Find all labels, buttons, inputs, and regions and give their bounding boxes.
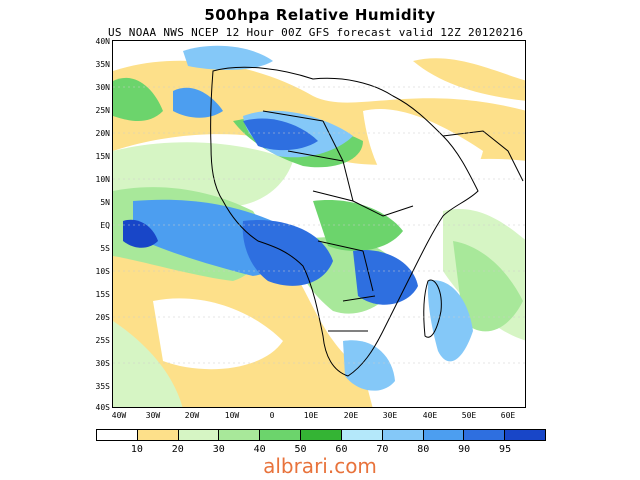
lat-label-eq: EQ bbox=[100, 221, 110, 230]
colorbar-box bbox=[382, 430, 424, 440]
colorbar-box bbox=[137, 430, 179, 440]
map-subtitle: US NOAA NWS NCEP 12 Hour 00Z GFS forecas… bbox=[108, 26, 524, 39]
colorbar-label: 60 bbox=[335, 444, 348, 455]
lon-label-60e: 60E bbox=[500, 411, 516, 420]
humidity-field bbox=[113, 45, 525, 407]
colorbar-label: 30 bbox=[212, 444, 225, 455]
lon-label-40e: 40E bbox=[422, 411, 438, 420]
colorbar-label: 20 bbox=[171, 444, 184, 455]
lat-label-5n: 5N bbox=[100, 198, 110, 207]
colorbar-label: 40 bbox=[253, 444, 266, 455]
colorbar-label: 95 bbox=[499, 444, 512, 455]
colorbar-box bbox=[260, 430, 302, 440]
colorbar-label: 10 bbox=[130, 444, 143, 455]
lon-label-50e: 50E bbox=[461, 411, 477, 420]
lat-label-25s: 25S bbox=[95, 336, 110, 345]
lon-label-10w: 10W bbox=[224, 411, 240, 420]
colorbar-box bbox=[301, 430, 342, 440]
lat-label-35s: 35S bbox=[95, 382, 110, 391]
lat-label-5s: 5S bbox=[100, 244, 110, 253]
lat-label-10s: 10S bbox=[95, 267, 110, 276]
colorbar-box bbox=[178, 430, 220, 440]
humidity-fill-areas bbox=[113, 45, 525, 407]
lon-label-30e: 30E bbox=[382, 411, 398, 420]
map-title: 500hpa Relative Humidity bbox=[204, 6, 436, 24]
lat-label-30n: 30N bbox=[95, 83, 110, 92]
lat-label-25n: 25N bbox=[95, 106, 110, 115]
colorbar-label: 70 bbox=[376, 444, 389, 455]
lat-label-35n: 35N bbox=[95, 60, 110, 69]
lon-label-20e: 20E bbox=[343, 411, 359, 420]
colorbar-box bbox=[219, 430, 261, 440]
lat-label-15n: 15N bbox=[95, 152, 110, 161]
lon-label-10e: 10E bbox=[303, 411, 319, 420]
colorbar-label: 80 bbox=[417, 444, 430, 455]
colorbar-box bbox=[505, 430, 545, 440]
lat-label-40s: 40S bbox=[95, 403, 110, 412]
lat-label-30s: 30S bbox=[95, 359, 110, 368]
lon-label-30w: 30W bbox=[145, 411, 161, 420]
lon-label-0: 0 bbox=[269, 411, 275, 420]
lat-label-10n: 10N bbox=[95, 175, 110, 184]
colorbar-label: 90 bbox=[458, 444, 471, 455]
lat-label-40n: 40N bbox=[95, 37, 110, 46]
colorbar-box bbox=[97, 430, 138, 440]
colorbar-box bbox=[423, 430, 465, 440]
humidity-colorbar bbox=[96, 429, 546, 441]
lon-label-20w: 20W bbox=[184, 411, 200, 420]
watermark: albrari.com bbox=[263, 454, 377, 478]
lat-label-20s: 20S bbox=[95, 313, 110, 322]
lat-label-15s: 15S bbox=[95, 290, 110, 299]
humidity-map bbox=[112, 40, 526, 408]
latitude-grid bbox=[113, 86, 525, 364]
colorbar-box bbox=[464, 430, 506, 440]
colorbar-box bbox=[341, 430, 383, 440]
lat-label-20n: 20N bbox=[95, 129, 110, 138]
lon-label-40w: 40W bbox=[111, 411, 127, 420]
colorbar-label: 50 bbox=[294, 444, 307, 455]
